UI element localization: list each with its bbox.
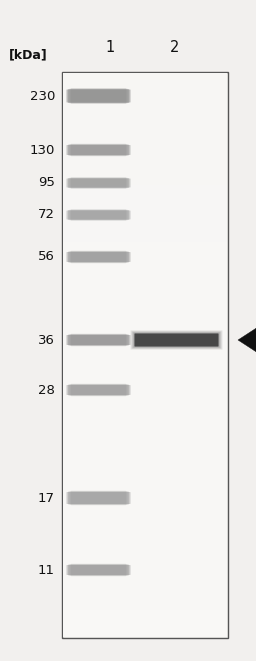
FancyBboxPatch shape [67, 252, 131, 262]
Text: 28: 28 [38, 383, 55, 397]
Text: 1: 1 [105, 40, 115, 56]
Text: 36: 36 [38, 334, 55, 346]
Text: 17: 17 [38, 492, 55, 504]
FancyBboxPatch shape [71, 177, 126, 189]
FancyBboxPatch shape [68, 564, 129, 576]
Bar [63, 270, 227, 298]
Bar [63, 468, 227, 496]
Bar [63, 72, 227, 100]
FancyBboxPatch shape [71, 564, 126, 576]
Bar [63, 129, 227, 157]
Text: 95: 95 [38, 176, 55, 190]
FancyBboxPatch shape [67, 89, 131, 102]
FancyBboxPatch shape [68, 334, 129, 346]
Text: 2: 2 [170, 40, 180, 56]
FancyBboxPatch shape [68, 210, 129, 220]
FancyBboxPatch shape [69, 89, 127, 103]
FancyBboxPatch shape [69, 564, 127, 576]
FancyBboxPatch shape [131, 330, 222, 350]
FancyBboxPatch shape [69, 178, 127, 188]
FancyBboxPatch shape [68, 385, 129, 395]
Bar [63, 242, 227, 270]
FancyBboxPatch shape [71, 251, 126, 263]
Bar [63, 355, 227, 383]
Bar [63, 327, 227, 355]
FancyBboxPatch shape [68, 492, 129, 504]
Bar [62, 72, 228, 638]
Text: 130: 130 [30, 143, 55, 157]
FancyBboxPatch shape [69, 491, 127, 505]
Bar [63, 298, 227, 327]
FancyBboxPatch shape [133, 332, 220, 348]
FancyBboxPatch shape [71, 490, 126, 506]
Text: 56: 56 [38, 251, 55, 264]
Text: 230: 230 [30, 89, 55, 102]
FancyBboxPatch shape [68, 252, 129, 262]
FancyBboxPatch shape [69, 384, 127, 396]
FancyBboxPatch shape [133, 332, 219, 347]
Bar [63, 582, 227, 609]
Bar [63, 496, 227, 525]
FancyBboxPatch shape [71, 209, 126, 221]
FancyBboxPatch shape [134, 334, 219, 346]
FancyBboxPatch shape [67, 565, 131, 575]
Text: 11: 11 [38, 563, 55, 576]
Bar [63, 157, 227, 185]
FancyBboxPatch shape [67, 335, 131, 345]
FancyBboxPatch shape [71, 143, 126, 157]
Bar [63, 525, 227, 553]
Text: [kDa]: [kDa] [9, 48, 47, 61]
FancyBboxPatch shape [71, 88, 126, 104]
FancyBboxPatch shape [68, 145, 129, 155]
Bar [63, 73, 227, 637]
FancyBboxPatch shape [67, 210, 131, 219]
Polygon shape [238, 329, 256, 352]
FancyBboxPatch shape [69, 251, 127, 263]
Bar [63, 185, 227, 214]
Bar [63, 100, 227, 129]
Bar [63, 440, 227, 468]
FancyBboxPatch shape [68, 178, 129, 188]
FancyBboxPatch shape [69, 210, 127, 220]
FancyBboxPatch shape [67, 178, 131, 188]
FancyBboxPatch shape [68, 89, 129, 103]
Text: 72: 72 [38, 208, 55, 221]
FancyBboxPatch shape [69, 144, 127, 156]
Bar [63, 412, 227, 440]
FancyBboxPatch shape [134, 334, 219, 346]
Bar [63, 609, 227, 638]
Bar [63, 553, 227, 582]
FancyBboxPatch shape [67, 145, 131, 155]
Bar [63, 214, 227, 242]
Bar [63, 383, 227, 412]
FancyBboxPatch shape [69, 334, 127, 346]
FancyBboxPatch shape [67, 385, 131, 395]
FancyBboxPatch shape [132, 331, 221, 349]
FancyBboxPatch shape [71, 383, 126, 397]
FancyBboxPatch shape [71, 334, 126, 346]
FancyBboxPatch shape [67, 492, 131, 504]
